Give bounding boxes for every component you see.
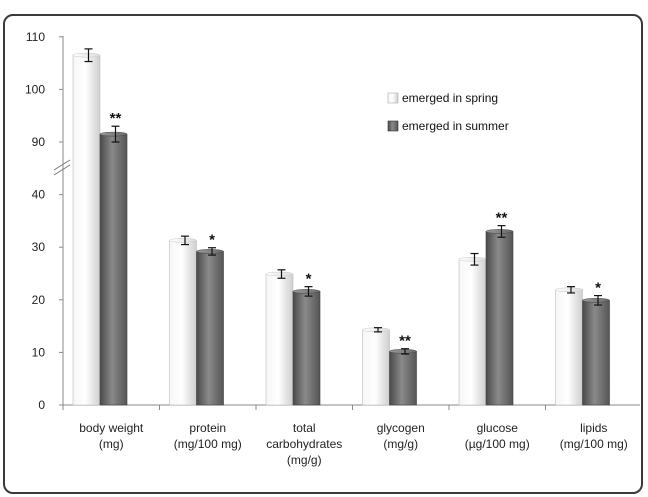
axis-break-mark-1 — [53, 159, 71, 171]
x-category-label: glucose — [477, 421, 519, 435]
bar-cap-summer — [582, 298, 610, 303]
significance-label: ** — [399, 333, 411, 350]
bar-cap-spring — [555, 287, 583, 293]
x-category-label: (mg/g) — [383, 437, 418, 451]
x-category-label: carbohydrates — [266, 437, 342, 451]
x-category-labels: body weight (mg) protein (mg/100 mg) total ca… — [79, 421, 628, 467]
bar-spring — [72, 54, 101, 406]
x-category-label: body weight — [79, 421, 144, 435]
significance-label: * — [209, 232, 215, 249]
significance-label: * — [595, 280, 601, 297]
bar-cap-spring — [458, 257, 487, 262]
legend-swatch — [387, 92, 399, 104]
bar-cap-spring — [72, 52, 101, 58]
bar-spring — [458, 258, 487, 406]
bar-summer — [485, 231, 514, 406]
bar-spring — [362, 329, 390, 406]
bars — [72, 52, 610, 406]
bar-cap-spring — [169, 238, 197, 243]
legend-swatch — [387, 120, 399, 132]
y-tick-labels: 0 10 20 30 40 90 100 110 — [25, 30, 45, 412]
y-tick-label: 110 — [26, 30, 45, 44]
y-tick-label: 100 — [25, 82, 45, 96]
significance-labels: ********* — [110, 110, 601, 349]
bar-spring — [169, 240, 197, 406]
x-category-label: glycogen — [377, 421, 425, 435]
bar-summer — [99, 133, 128, 406]
y-tick-label: 40 — [32, 188, 46, 202]
x-category-label: protein — [189, 421, 226, 435]
bar-summer — [292, 291, 321, 406]
bar-cap-summer — [292, 289, 321, 294]
significance-label: * — [306, 271, 312, 288]
significance-label: ** — [496, 210, 508, 227]
x-category-label: (mg/100 mg) — [174, 437, 242, 451]
axis-break-mark-2 — [53, 164, 71, 176]
y-tick-label: 20 — [32, 293, 46, 307]
legend-label: emerged in spring — [402, 91, 498, 105]
legend: emerged in spring emerged in summer — [387, 91, 509, 133]
bar-cap-spring — [265, 271, 294, 277]
bar-cap-summer — [196, 249, 224, 254]
significance-label: ** — [110, 110, 122, 127]
bar-spring — [555, 289, 583, 406]
bar-summer — [582, 300, 610, 406]
x-category-label: (mg) — [99, 437, 124, 451]
error-bars — [84, 48, 602, 355]
y-tick-label: 0 — [38, 398, 45, 412]
bar-summer — [196, 251, 224, 406]
x-category-label: lipids — [580, 421, 607, 435]
chart-frame: ** * * ** ** * 0 10 20 30 40 90 100 110 body weight(… — [3, 14, 643, 494]
bar-cap-summer — [99, 131, 128, 137]
x-category-label: total — [293, 421, 316, 435]
y-tick-label: 10 — [32, 345, 46, 359]
legend-label: emerged in summer — [402, 119, 509, 133]
x-category-label: (µg/100 mg) — [465, 437, 530, 451]
bar-cap-summer — [485, 229, 514, 234]
bar-cap-summer — [389, 349, 417, 354]
bar-cap-spring — [362, 327, 390, 333]
y-tick-label: 90 — [32, 135, 46, 149]
x-category-label: (mg/100 mg) — [560, 437, 628, 451]
y-tick-label: 30 — [32, 240, 46, 254]
frame-top-notch — [320, 0, 350, 8]
x-category-label: (mg/g) — [287, 453, 322, 467]
bar-summer — [389, 351, 417, 406]
bar-spring — [265, 273, 294, 406]
axes — [53, 36, 643, 410]
